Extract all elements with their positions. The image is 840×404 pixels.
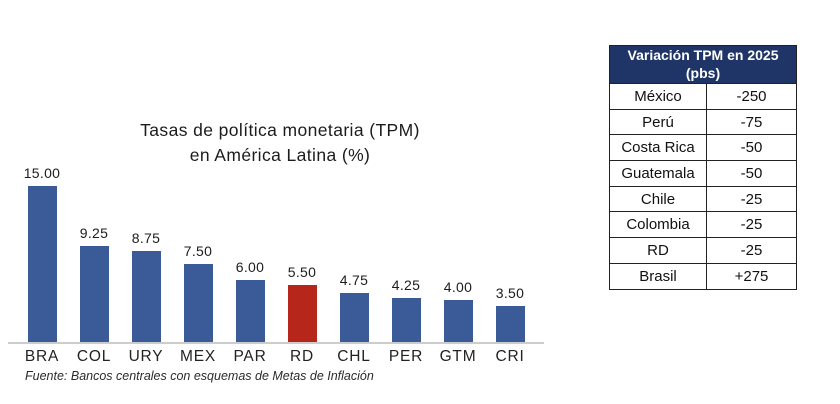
table-row: Perú -75 bbox=[609, 108, 797, 136]
tpm-bar-chart: Tasas de política monetaria (TPM) en Amé… bbox=[8, 118, 550, 383]
country-cell: Colombia bbox=[609, 211, 707, 239]
value-cell: -25 bbox=[706, 185, 797, 213]
value-cell: -25 bbox=[706, 211, 797, 239]
category-label-COL: COL bbox=[76, 348, 112, 365]
chart-title-line2: en América Latina (%) bbox=[189, 145, 371, 166]
bar-value-label: 6.00 bbox=[235, 259, 265, 275]
bar-value-label: 4.75 bbox=[339, 272, 369, 288]
category-label-PER: PER bbox=[388, 348, 424, 365]
bar-value-label: 7.50 bbox=[183, 243, 213, 259]
x-axis-line bbox=[8, 342, 544, 344]
bar-rect bbox=[391, 298, 421, 342]
table-row: RD -25 bbox=[609, 237, 797, 264]
category-label-CRI: CRI bbox=[495, 348, 525, 365]
country-cell: Guatemala bbox=[609, 160, 707, 187]
bar-rect bbox=[235, 280, 265, 342]
category-label-MEX: MEX bbox=[180, 348, 216, 365]
bar-value-label: 4.25 bbox=[391, 277, 421, 293]
category-label-URY: URY bbox=[128, 348, 164, 365]
category-label-PAR: PAR bbox=[233, 348, 267, 365]
country-cell: Chile bbox=[609, 185, 707, 213]
value-cell: -250 bbox=[706, 83, 797, 110]
table-row: Colombia -25 bbox=[609, 211, 797, 239]
bar-value-label: 5.50 bbox=[287, 264, 317, 280]
country-cell: RD bbox=[609, 237, 707, 264]
bar-value-label: 9.25 bbox=[79, 225, 109, 241]
category-label-CHL: CHL bbox=[337, 348, 371, 365]
bar-value-label: 3.50 bbox=[495, 285, 525, 301]
country-cell: Costa Rica bbox=[609, 134, 707, 162]
category-labels-row: BRA COL URY MEX PAR RD CHL PER GTM CRI bbox=[16, 348, 536, 366]
bar-value-label: 4.00 bbox=[443, 279, 473, 295]
table-row: México -250 bbox=[609, 83, 797, 110]
bar-PER: 4.25 bbox=[380, 277, 432, 342]
bar-PAR: 6.00 bbox=[224, 259, 276, 342]
bar-CHL: 4.75 bbox=[328, 272, 380, 342]
country-cell: Perú bbox=[609, 108, 707, 136]
source-note: Fuente: Bancos centrales con esquemas de… bbox=[25, 369, 374, 383]
bar-RD: 5.50 bbox=[276, 264, 328, 342]
bar-URY: 8.75 bbox=[120, 230, 172, 342]
value-cell: -25 bbox=[706, 237, 797, 264]
bar-value-label: 15.00 bbox=[23, 165, 61, 181]
table-row: Costa Rica -50 bbox=[609, 134, 797, 162]
table-row: Guatemala -50 bbox=[609, 160, 797, 187]
bar-value-label: 8.75 bbox=[131, 230, 161, 246]
table-row: Brasil +275 bbox=[609, 262, 797, 290]
bar-MEX: 7.50 bbox=[172, 243, 224, 342]
value-cell: -75 bbox=[706, 108, 797, 136]
bar-rect bbox=[443, 300, 473, 342]
bar-rect bbox=[495, 306, 525, 342]
country-cell: Brasil bbox=[609, 262, 707, 290]
tpm-variation-table: Variación TPM en 2025 (pbs) México -250 Pe… bbox=[609, 45, 797, 290]
category-label-RD: RD bbox=[290, 348, 314, 365]
category-label-GTM: GTM bbox=[439, 348, 477, 365]
value-cell: +275 bbox=[706, 262, 797, 290]
bar-rect bbox=[131, 251, 161, 342]
category-label-BRA: BRA bbox=[24, 348, 60, 365]
bar-rect bbox=[339, 293, 369, 342]
bar-rect bbox=[79, 246, 109, 342]
bar-rect bbox=[287, 285, 317, 342]
country-cell: México bbox=[609, 83, 707, 110]
bar-COL: 9.25 bbox=[68, 225, 120, 342]
value-cell: -50 bbox=[706, 160, 797, 187]
table-row: Chile -25 bbox=[609, 185, 797, 213]
bars-container: 15.00 9.25 8.75 7.50 6.00 5.50 4.75 4.25 4.00 3.5… bbox=[16, 165, 536, 342]
bar-rect bbox=[183, 264, 213, 342]
bar-GTM: 4.00 bbox=[432, 279, 484, 342]
bar-rect bbox=[27, 186, 57, 342]
table-header: Variación TPM en 2025 (pbs) bbox=[609, 45, 797, 84]
chart-title-line1: Tasas de política monetaria (TPM) bbox=[140, 120, 420, 140]
chart-title: Tasas de política monetaria (TPM) en Amé… bbox=[10, 118, 550, 169]
bar-CRI: 3.50 bbox=[484, 285, 536, 342]
value-cell: -50 bbox=[706, 134, 797, 162]
bar-BRA: 15.00 bbox=[16, 165, 68, 342]
